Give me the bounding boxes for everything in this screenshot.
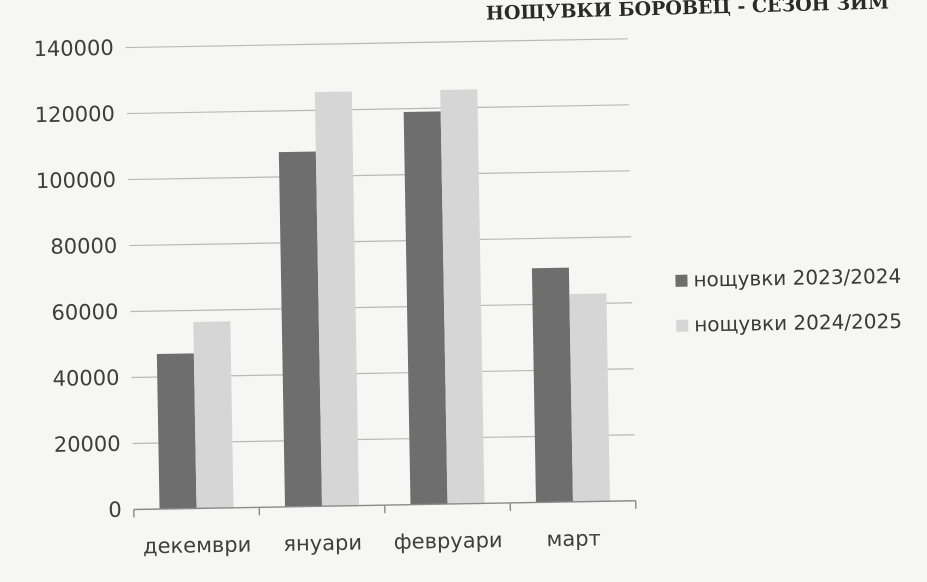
- y-axis-ticks: 0 20000 40000 60000 80000 100000 120000 140000: [33, 36, 122, 522]
- x-axis: [133, 500, 637, 518]
- bar: [440, 89, 485, 505]
- legend-label: нощувки 2023/2024: [693, 264, 901, 292]
- y-tick-label: 100000: [36, 168, 117, 193]
- gridline: [129, 236, 632, 247]
- gridline: [125, 38, 628, 49]
- bar: [531, 267, 573, 503]
- chart-title: НОЩУВКИ БОРОВЕЦ - СЕЗОН ЗИМ: [486, 0, 890, 25]
- bar: [314, 91, 360, 507]
- gridline: [128, 170, 630, 181]
- x-category-label: февруари: [394, 528, 503, 554]
- bar: [569, 293, 610, 502]
- bar: [403, 111, 448, 505]
- y-tick-label: 120000: [35, 102, 116, 127]
- y-tick-label: 60000: [51, 300, 118, 325]
- y-tick-label: 80000: [50, 234, 117, 259]
- x-category-label: януари: [283, 531, 362, 556]
- legend-swatch: [675, 274, 688, 287]
- bar: [193, 321, 234, 509]
- legend: нощувки 2023/2024 нощувки 2024/2025: [675, 264, 902, 337]
- gridline: [126, 104, 629, 115]
- plot-area: 020000400006000080000100000120000140000 …: [33, 36, 637, 558]
- y-tick-label: 40000: [52, 366, 119, 391]
- x-category-label: декември: [143, 532, 252, 558]
- y-tick-label: 140000: [33, 36, 114, 61]
- legend-label: нощувки 2024/2025: [694, 309, 902, 337]
- legend-swatch: [676, 319, 689, 332]
- x-category-label: март: [546, 526, 601, 551]
- bars: [156, 89, 610, 510]
- bar: [278, 151, 323, 507]
- x-axis-categories: декември януари февруари март: [143, 526, 601, 558]
- y-tick-label: 0: [108, 498, 122, 522]
- y-tick-label: 20000: [54, 432, 121, 457]
- bar: [156, 353, 197, 510]
